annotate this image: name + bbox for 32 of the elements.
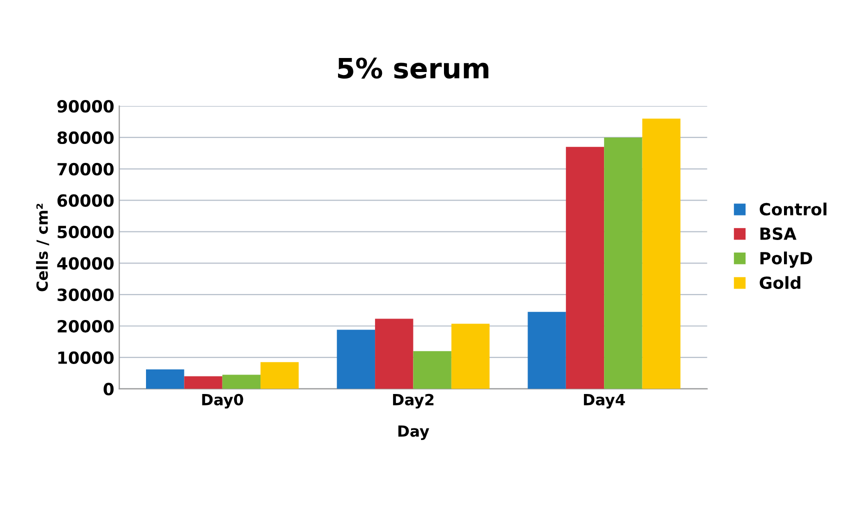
y-tick-label: 30000 xyxy=(58,288,114,302)
bar xyxy=(146,369,184,389)
bar xyxy=(260,362,299,389)
bar xyxy=(528,312,566,389)
x-tick-label: Day2 xyxy=(393,394,434,408)
y-tick-label: 60000 xyxy=(57,194,114,207)
legend-label: BSA xyxy=(760,227,796,240)
y-tick-label: 20000 xyxy=(58,320,114,333)
legend-label: PolyD xyxy=(760,252,812,268)
bar xyxy=(184,376,222,389)
bar xyxy=(642,118,680,389)
bar xyxy=(604,137,642,389)
y-tick-label: 90000 xyxy=(57,100,114,113)
y-tick-label: 10000 xyxy=(58,351,114,364)
y-tick-label: 40000 xyxy=(57,257,114,270)
y-tick-label: 70000 xyxy=(58,162,114,176)
y-axis-title: Cells / cm² xyxy=(36,204,50,292)
x-tick-label: Day4 xyxy=(584,394,625,408)
y-tick-label: 0 xyxy=(104,382,114,396)
bar xyxy=(222,374,261,389)
bar xyxy=(566,146,604,389)
y-tick-label: 80000 xyxy=(57,131,114,144)
bar xyxy=(375,318,414,389)
bar xyxy=(451,324,490,389)
legend-label: Control xyxy=(760,202,826,216)
chart-title: 5% serum xyxy=(338,58,488,79)
x-tick-label: Day0 xyxy=(202,394,244,408)
legend-label: Gold xyxy=(760,276,800,290)
bar xyxy=(413,351,452,389)
y-tick-label: 50000 xyxy=(58,226,114,238)
bar xyxy=(336,330,376,389)
x-axis-title: Day xyxy=(398,426,430,440)
